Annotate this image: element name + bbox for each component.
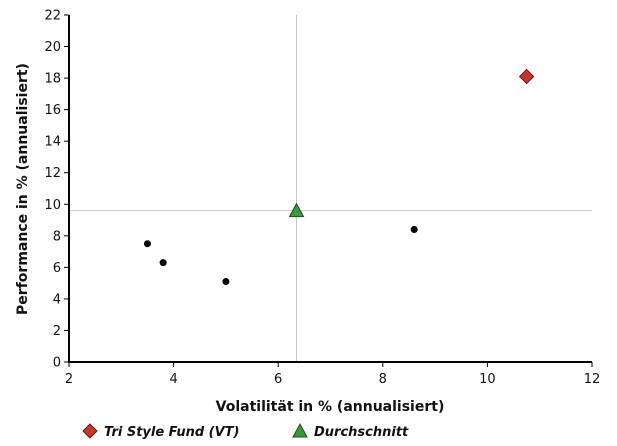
legend-diamond-icon [82,423,98,439]
y-tick-label: 0 [53,356,61,371]
x-tick-label: 12 [584,372,601,387]
comparison-point [143,240,151,248]
y-tick-label: 2 [53,324,61,339]
fund-point-diamond [518,68,535,85]
y-tick-label: 20 [44,40,61,55]
y-tick-label: 18 [44,72,61,87]
y-tick-label: 14 [44,135,61,150]
legend: Tri Style Fund (VT) Durchschnitt [82,422,409,440]
y-tick-label: 16 [44,103,61,118]
average-point-triangle [288,202,305,218]
x-tick-label: 6 [274,372,282,387]
y-tick-label: 8 [53,229,61,244]
legend-label: Tri Style Fund (VT) [104,425,239,440]
legend-label: Durchschnitt [314,425,409,440]
data-points [143,68,535,286]
comparison-point [222,278,230,286]
y-axis-title: Performance in % (annualisiert) [15,63,31,315]
y-tick-label: 10 [44,198,61,213]
comparison-point [410,226,418,234]
x-axis-title: Volatilität in % (annualisiert) [216,399,445,415]
reference-lines [69,15,592,362]
y-tick-label: 4 [53,292,61,307]
legend-triangle-icon [292,422,308,438]
x-tick-label: 2 [65,372,73,387]
x-tick-label: 4 [169,372,177,387]
comparison-point [159,259,167,267]
y-tick-label: 6 [53,261,61,276]
x-tick-label: 10 [479,372,496,387]
x-tick-label: 8 [379,372,387,387]
y-tick-label: 22 [44,9,61,24]
y-tick-label: 12 [44,166,61,181]
